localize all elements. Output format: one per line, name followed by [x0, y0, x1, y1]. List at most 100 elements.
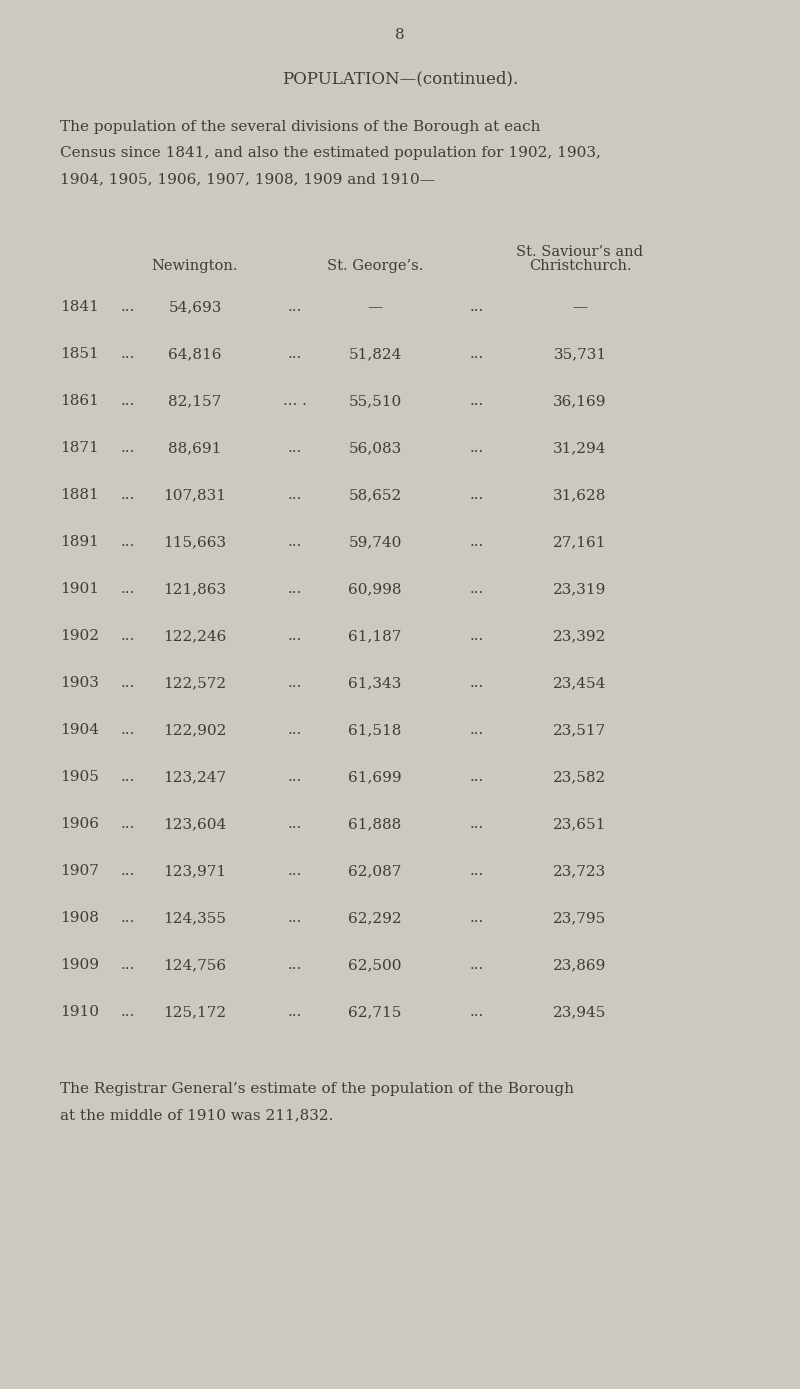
Text: ...: ... [288, 817, 302, 831]
Text: ...: ... [121, 676, 135, 690]
Text: 1905: 1905 [60, 770, 99, 783]
Text: 122,246: 122,246 [163, 629, 226, 643]
Text: 23,945: 23,945 [554, 1006, 606, 1020]
Text: 23,869: 23,869 [554, 958, 606, 972]
Text: St. George’s.: St. George’s. [327, 258, 423, 274]
Text: ...: ... [121, 347, 135, 361]
Text: 23,319: 23,319 [554, 582, 606, 596]
Text: ...: ... [288, 440, 302, 456]
Text: ...: ... [121, 300, 135, 314]
Text: The Registrar General’s estimate of the population of the Borough: The Registrar General’s estimate of the … [60, 1082, 574, 1096]
Text: ...: ... [121, 582, 135, 596]
Text: ...: ... [288, 724, 302, 738]
Text: ...: ... [121, 440, 135, 456]
Text: 122,902: 122,902 [163, 724, 226, 738]
Text: ...: ... [470, 629, 484, 643]
Text: ...: ... [288, 958, 302, 972]
Text: Census since 1841, and also the estimated population for 1902, 1903,: Census since 1841, and also the estimate… [60, 146, 601, 160]
Text: 1902: 1902 [60, 629, 99, 643]
Text: 1904: 1904 [60, 724, 99, 738]
Text: 124,355: 124,355 [163, 911, 226, 925]
Text: ...: ... [470, 1006, 484, 1020]
Text: ...: ... [288, 911, 302, 925]
Text: 123,247: 123,247 [163, 770, 226, 783]
Text: 59,740: 59,740 [348, 535, 402, 549]
Text: POPULATION—(continued).: POPULATION—(continued). [282, 69, 518, 88]
Text: ...: ... [288, 770, 302, 783]
Text: 31,628: 31,628 [554, 488, 606, 501]
Text: at the middle of 1910 was 211,832.: at the middle of 1910 was 211,832. [60, 1108, 334, 1122]
Text: ...: ... [470, 676, 484, 690]
Text: 54,693: 54,693 [168, 300, 222, 314]
Text: 1903: 1903 [60, 676, 99, 690]
Text: ...: ... [121, 958, 135, 972]
Text: —: — [572, 300, 588, 314]
Text: 1904, 1905, 1906, 1907, 1908, 1909 and 1910—: 1904, 1905, 1906, 1907, 1908, 1909 and 1… [60, 172, 435, 186]
Text: 36,169: 36,169 [554, 394, 606, 408]
Text: ...: ... [121, 864, 135, 878]
Text: 31,294: 31,294 [554, 440, 606, 456]
Text: ...: ... [121, 817, 135, 831]
Text: —: — [367, 300, 382, 314]
Text: 88,691: 88,691 [168, 440, 222, 456]
Text: 27,161: 27,161 [554, 535, 606, 549]
Text: 56,083: 56,083 [348, 440, 402, 456]
Text: ... .: ... . [283, 394, 307, 408]
Text: ...: ... [470, 347, 484, 361]
Text: ...: ... [470, 724, 484, 738]
Text: ...: ... [288, 582, 302, 596]
Text: 1851: 1851 [60, 347, 98, 361]
Text: 1907: 1907 [60, 864, 99, 878]
Text: 1901: 1901 [60, 582, 99, 596]
Text: ...: ... [470, 440, 484, 456]
Text: 107,831: 107,831 [163, 488, 226, 501]
Text: 1871: 1871 [60, 440, 98, 456]
Text: 61,343: 61,343 [348, 676, 402, 690]
Text: 125,172: 125,172 [163, 1006, 226, 1020]
Text: ...: ... [470, 300, 484, 314]
Text: 23,723: 23,723 [554, 864, 606, 878]
Text: 55,510: 55,510 [348, 394, 402, 408]
Text: ...: ... [288, 629, 302, 643]
Text: 8: 8 [395, 28, 405, 42]
Text: 121,863: 121,863 [163, 582, 226, 596]
Text: 23,651: 23,651 [554, 817, 606, 831]
Text: The population of the several divisions of the Borough at each: The population of the several divisions … [60, 119, 541, 133]
Text: 123,604: 123,604 [163, 817, 226, 831]
Text: ...: ... [121, 394, 135, 408]
Text: 62,500: 62,500 [348, 958, 402, 972]
Text: 1841: 1841 [60, 300, 99, 314]
Text: 62,087: 62,087 [348, 864, 402, 878]
Text: ...: ... [288, 676, 302, 690]
Text: Newington.: Newington. [152, 258, 238, 274]
Text: 23,582: 23,582 [554, 770, 606, 783]
Text: 61,699: 61,699 [348, 770, 402, 783]
Text: ...: ... [470, 535, 484, 549]
Text: 115,663: 115,663 [163, 535, 226, 549]
Text: 51,824: 51,824 [348, 347, 402, 361]
Text: 23,517: 23,517 [554, 724, 606, 738]
Text: Christchurch.: Christchurch. [529, 258, 631, 274]
Text: 1891: 1891 [60, 535, 99, 549]
Text: 61,888: 61,888 [348, 817, 402, 831]
Text: ...: ... [121, 629, 135, 643]
Text: 1909: 1909 [60, 958, 99, 972]
Text: 61,518: 61,518 [348, 724, 402, 738]
Text: ...: ... [288, 864, 302, 878]
Text: ...: ... [121, 911, 135, 925]
Text: ...: ... [470, 864, 484, 878]
Text: 122,572: 122,572 [163, 676, 226, 690]
Text: 62,715: 62,715 [348, 1006, 402, 1020]
Text: ...: ... [470, 488, 484, 501]
Text: ...: ... [121, 724, 135, 738]
Text: ...: ... [470, 770, 484, 783]
Text: ...: ... [470, 958, 484, 972]
Text: 62,292: 62,292 [348, 911, 402, 925]
Text: 1861: 1861 [60, 394, 99, 408]
Text: 61,187: 61,187 [348, 629, 402, 643]
Text: 82,157: 82,157 [168, 394, 222, 408]
Text: St. Saviour’s and: St. Saviour’s and [517, 244, 643, 258]
Text: 1906: 1906 [60, 817, 99, 831]
Text: ...: ... [121, 488, 135, 501]
Text: ...: ... [288, 488, 302, 501]
